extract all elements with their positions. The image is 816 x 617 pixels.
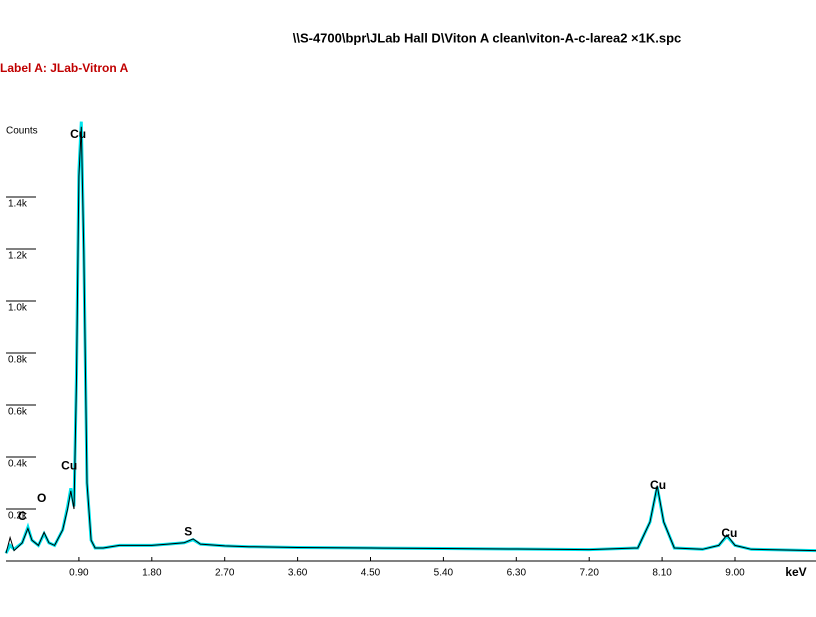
peak-label: Cu xyxy=(650,478,666,492)
chart-title: \\S-4700\bpr\JLab Hall D\Viton A clean\v… xyxy=(293,30,682,45)
chart-subtitle: Label A: JLab-Vitron A xyxy=(0,61,129,75)
y-axis-label: Counts xyxy=(6,126,38,137)
y-tick-label: 1.4k xyxy=(8,199,28,210)
x-tick-label: 3.60 xyxy=(288,568,308,579)
x-tick-label: 1.80 xyxy=(142,568,162,579)
peak-label: S xyxy=(184,525,192,539)
x-tick-label: 7.20 xyxy=(579,568,599,579)
peak-label: O xyxy=(37,491,46,505)
y-tick-label: 0.6k xyxy=(8,407,28,418)
peak-label: Cu xyxy=(721,526,737,540)
spectrum-line xyxy=(4,121,816,554)
x-tick-label: 5.40 xyxy=(434,568,454,579)
y-tick-label: 0.8k xyxy=(8,355,28,366)
y-tick-label: 1.2k xyxy=(8,251,28,262)
y-tick-label: 1.0k xyxy=(8,303,28,314)
x-tick-label: 8.10 xyxy=(652,568,672,579)
x-tick-label: 6.30 xyxy=(507,568,527,579)
y-tick-label: 0.2k xyxy=(8,511,28,522)
x-tick-label: 9.00 xyxy=(725,568,745,579)
y-tick-label: 0.4k xyxy=(8,459,28,470)
x-tick-label: 0.90 xyxy=(69,568,89,579)
x-tick-label: 4.50 xyxy=(361,568,381,579)
x-axis-label: keV xyxy=(785,565,806,579)
peak-label: Cu xyxy=(61,458,77,472)
peak-label: Cu xyxy=(70,127,86,141)
spectrum-line xyxy=(5,126,816,554)
x-tick-label: 2.70 xyxy=(215,568,235,579)
peak-label: C xyxy=(18,509,27,523)
